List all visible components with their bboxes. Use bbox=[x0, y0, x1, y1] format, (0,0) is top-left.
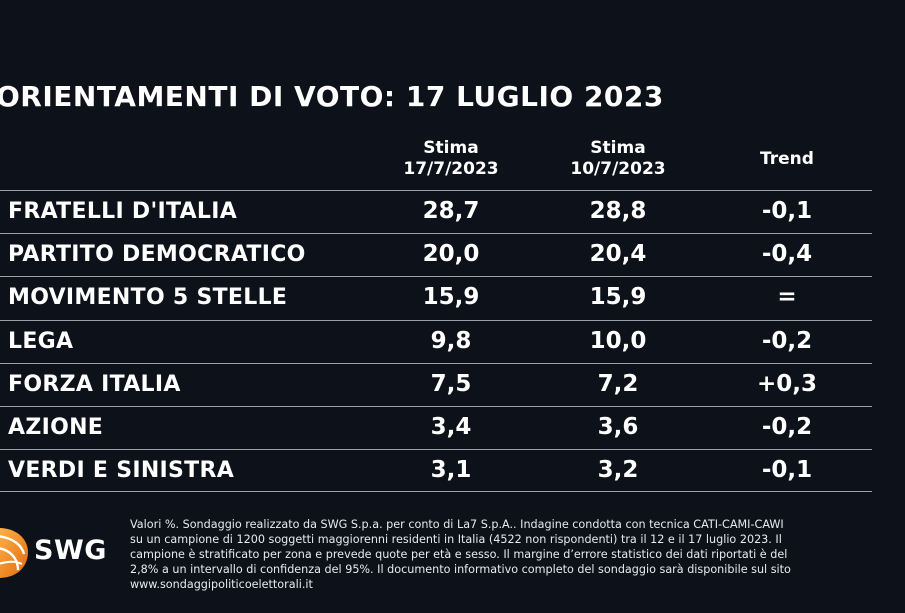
column-header-line2: 17/7/2023 bbox=[403, 159, 499, 179]
column-header-trend: Trend bbox=[702, 149, 872, 170]
table-row: MOVIMENTO 5 STELLE 15,9 15,9 = bbox=[0, 276, 872, 319]
swg-ball-icon bbox=[0, 528, 28, 578]
stima-17-7-value: 7,5 bbox=[430, 370, 472, 397]
trend-value: -0,2 bbox=[761, 413, 813, 440]
stima-10-7-value: 3,6 bbox=[597, 413, 639, 440]
trend-value: -0,1 bbox=[761, 457, 813, 484]
party-name: AZIONE bbox=[8, 414, 104, 440]
table-row: PARTITO DEMOCRATICO 20,0 20,4 -0,4 bbox=[0, 233, 872, 276]
stima-10-7-value: 3,2 bbox=[597, 457, 639, 484]
stima-17-7-value: 3,1 bbox=[430, 457, 472, 484]
table-row: AZIONE 3,4 3,6 -0,2 bbox=[0, 405, 872, 449]
note-line: 2,8% a un intervallo di confidenza del 9… bbox=[130, 563, 791, 576]
stima-17-7-value: 28,7 bbox=[422, 198, 480, 224]
column-header-line2: 10/7/2023 bbox=[570, 159, 666, 179]
stima-10-7-value: 28,8 bbox=[589, 198, 647, 224]
note-line: campione è stratificato per zona e preve… bbox=[130, 548, 788, 561]
table-row: FRATELLI D'ITALIA 28,7 28,8 -0,1 bbox=[0, 190, 872, 233]
party-name: VERDI E SINISTRA bbox=[8, 458, 235, 484]
stima-17-7-value: 3,4 bbox=[430, 413, 472, 440]
party-name: FORZA ITALIA bbox=[8, 371, 181, 397]
note-line: Valori %. Sondaggio realizzato da SWG S.… bbox=[130, 518, 784, 531]
stima-10-7-value: 20,4 bbox=[589, 241, 647, 268]
party-name: PARTITO DEMOCRATICO bbox=[8, 242, 306, 268]
stima-10-7-value: 7,2 bbox=[597, 370, 639, 397]
results-table: FRATELLI D'ITALIA 28,7 28,8 -0,1 PARTITO… bbox=[0, 190, 872, 493]
party-name: FRATELLI D'ITALIA bbox=[8, 199, 238, 224]
swg-wordmark: SWG bbox=[34, 535, 107, 566]
note-line: www.sondaggipoliticoelettorali.it bbox=[130, 578, 313, 591]
column-header-line1: Trend bbox=[760, 149, 814, 169]
trend-value: -0,4 bbox=[761, 241, 813, 268]
column-header-line1: Stima bbox=[423, 138, 479, 158]
trend-value: -0,2 bbox=[761, 327, 813, 354]
table-row: FORZA ITALIA 7,5 7,2 +0,3 bbox=[0, 362, 872, 406]
table-row: VERDI E SINISTRA 3,1 3,2 -0,1 bbox=[0, 449, 872, 493]
trend-value: = bbox=[777, 284, 797, 311]
party-name: MOVIMENTO 5 STELLE bbox=[8, 285, 288, 311]
methodology-note: Valori %. Sondaggio realizzato da SWG S.… bbox=[130, 517, 865, 592]
stima-17-7-value: 9,8 bbox=[430, 327, 472, 354]
table-row: LEGA 9,8 10,0 -0,2 bbox=[0, 319, 872, 363]
trend-value: -0,1 bbox=[761, 198, 813, 224]
stima-10-7-value: 10,0 bbox=[589, 327, 647, 354]
page-title: ORIENTAMENTI DI VOTO: 17 LUGLIO 2023 bbox=[0, 80, 664, 113]
party-name: LEGA bbox=[8, 328, 74, 354]
column-header-line1: Stima bbox=[590, 138, 646, 158]
column-header-stima-17-7: Stima 17/7/2023 bbox=[366, 138, 536, 180]
trend-value: +0,3 bbox=[756, 370, 817, 397]
stima-10-7-value: 15,9 bbox=[589, 284, 647, 311]
stima-17-7-value: 15,9 bbox=[422, 284, 480, 311]
note-line: su un campione di 1200 soggetti maggiore… bbox=[130, 533, 782, 546]
column-header-stima-10-7: Stima 10/7/2023 bbox=[533, 138, 703, 180]
swg-logo: SWG bbox=[0, 522, 124, 582]
stima-17-7-value: 20,0 bbox=[422, 241, 480, 268]
